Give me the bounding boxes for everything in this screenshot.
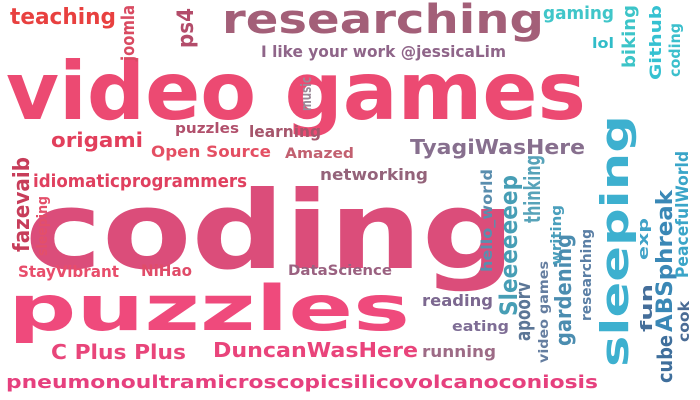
word-coding-small: coding	[666, 22, 684, 78]
word-puzzles-small: puzzles	[175, 121, 240, 137]
word-tyagiwashere: TyagiWasHere	[410, 135, 585, 159]
word-lol: lol	[592, 36, 614, 52]
word-sleeping-small: sleeping	[35, 195, 51, 256]
word-datascience: DataScience	[288, 263, 393, 279]
word-gaming: gaming	[543, 3, 615, 24]
word-teaching: teaching	[10, 5, 116, 30]
word-networking: networking	[320, 165, 428, 184]
word-exp: exp	[636, 217, 652, 260]
word-researching-small: researching	[579, 228, 595, 321]
word-researching: researching	[222, 0, 545, 43]
word-reading: reading	[422, 291, 493, 310]
word-gardening: gardening	[552, 234, 577, 346]
word-coding: coding	[25, 169, 516, 294]
word-biking: biking	[619, 4, 640, 69]
word-nihao: NiHao	[141, 261, 193, 280]
word-video-games: video games	[6, 45, 586, 138]
word-github: Github	[646, 4, 665, 80]
word-origami: origami	[51, 128, 144, 152]
word-stayvibrant: StayVibrant	[18, 262, 119, 281]
word-c-plus-plus: C Plus Plus	[51, 340, 187, 364]
word-idiomaticprogrammers: idiomaticprogrammers	[33, 171, 247, 192]
word-video-games-small: video games	[537, 260, 552, 363]
word-duncanwashere: DuncanWasHere	[213, 338, 419, 362]
word-sleeping-vertical: sleeping	[593, 115, 637, 367]
word-thinking: thinking	[521, 154, 546, 223]
word-i-like-your-work: I like your work @jessicaLim	[261, 42, 506, 61]
word-ps4: ps4	[174, 7, 199, 49]
word-pneumonoultramicroscopicsilicovolcanoconiosis: pneumonoultramicroscopicsilicovolcanocon…	[6, 372, 599, 393]
word-music: music	[299, 77, 315, 111]
word-cook: cook	[675, 300, 693, 342]
word-fazevaib: fazevaib	[10, 157, 35, 252]
word-amazed: Amazed	[285, 146, 355, 162]
word-apoorv: apoorv	[511, 282, 535, 341]
word-cube: cube	[653, 335, 677, 383]
word-learning: learning	[249, 122, 321, 141]
word-eating: eating	[452, 319, 510, 335]
word-peacefulworld: PeacefulWorld	[673, 151, 693, 278]
word-running: running	[422, 342, 497, 361]
word-open-source: Open Source	[151, 142, 272, 161]
word-hello-world: hello_world	[478, 168, 496, 272]
word-puzzles: puzzles	[8, 272, 411, 345]
word-joomla: joomla	[118, 5, 139, 61]
